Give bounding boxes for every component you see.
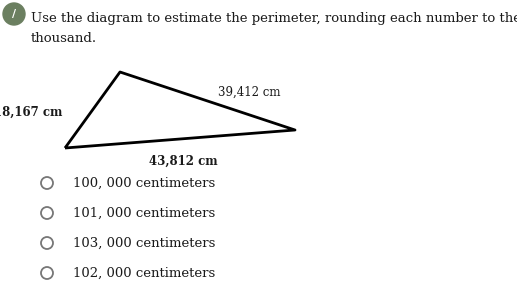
Text: 102, 000 centimeters: 102, 000 centimeters xyxy=(73,266,215,280)
Text: 39,412 cm: 39,412 cm xyxy=(218,86,281,99)
Text: 18,167 cm: 18,167 cm xyxy=(0,105,62,119)
Circle shape xyxy=(3,3,25,25)
Text: thousand.: thousand. xyxy=(31,32,97,45)
Text: /: / xyxy=(12,9,16,19)
Text: 100, 000 centimeters: 100, 000 centimeters xyxy=(73,176,215,190)
Text: 43,812 cm: 43,812 cm xyxy=(149,155,217,168)
Text: 103, 000 centimeters: 103, 000 centimeters xyxy=(73,237,216,249)
Text: 101, 000 centimeters: 101, 000 centimeters xyxy=(73,207,215,220)
Text: Use the diagram to estimate the perimeter, rounding each number to the nearest: Use the diagram to estimate the perimete… xyxy=(31,12,517,25)
